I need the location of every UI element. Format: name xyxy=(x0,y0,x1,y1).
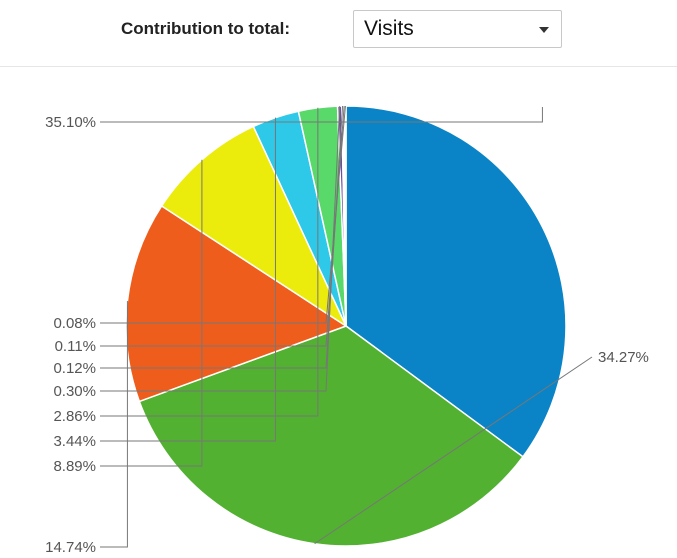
slice-label: 8.89% xyxy=(53,458,96,475)
leader-line xyxy=(100,105,344,369)
leader-lines xyxy=(100,105,593,548)
leader-line xyxy=(100,159,203,467)
leader-line xyxy=(100,117,276,442)
slice-label: 0.30% xyxy=(53,383,96,400)
slice-label: 0.08% xyxy=(53,315,96,332)
slice-label: 0.12% xyxy=(53,360,96,377)
toolbar: Contribution to total: Visits xyxy=(0,0,677,67)
slice-labels: 35.10% 34.27% 14.74% 8.89% 3.44% 2.86% 0.30% 0.… xyxy=(45,114,649,556)
metric-select[interactable]: Visits xyxy=(353,10,562,48)
slice-label: 3.44% xyxy=(53,433,96,450)
leader-line xyxy=(100,301,128,548)
pie-slice[interactable] xyxy=(345,105,567,458)
slice-label: 14.74% xyxy=(45,539,96,556)
chevron-down-icon xyxy=(539,27,549,33)
pie-chart: 35.10% 34.27% 14.74% 8.89% 3.44% 2.86% 0.30% 0.… xyxy=(45,105,649,556)
slice-label: 35.10% xyxy=(45,114,96,131)
leader-line xyxy=(100,105,346,324)
leader-line xyxy=(100,106,341,392)
metric-select-value: Visits xyxy=(364,17,414,40)
contribution-label: Contribution to total: xyxy=(121,19,291,38)
pie-slices xyxy=(125,105,567,547)
pie-slice[interactable] xyxy=(160,125,348,329)
slice-label: 34.27% xyxy=(598,349,649,366)
leader-line xyxy=(314,356,593,545)
leader-line xyxy=(100,107,319,417)
leader-line xyxy=(100,107,543,123)
slice-label: 2.86% xyxy=(53,408,96,425)
slice-label: 0.11% xyxy=(55,338,96,355)
